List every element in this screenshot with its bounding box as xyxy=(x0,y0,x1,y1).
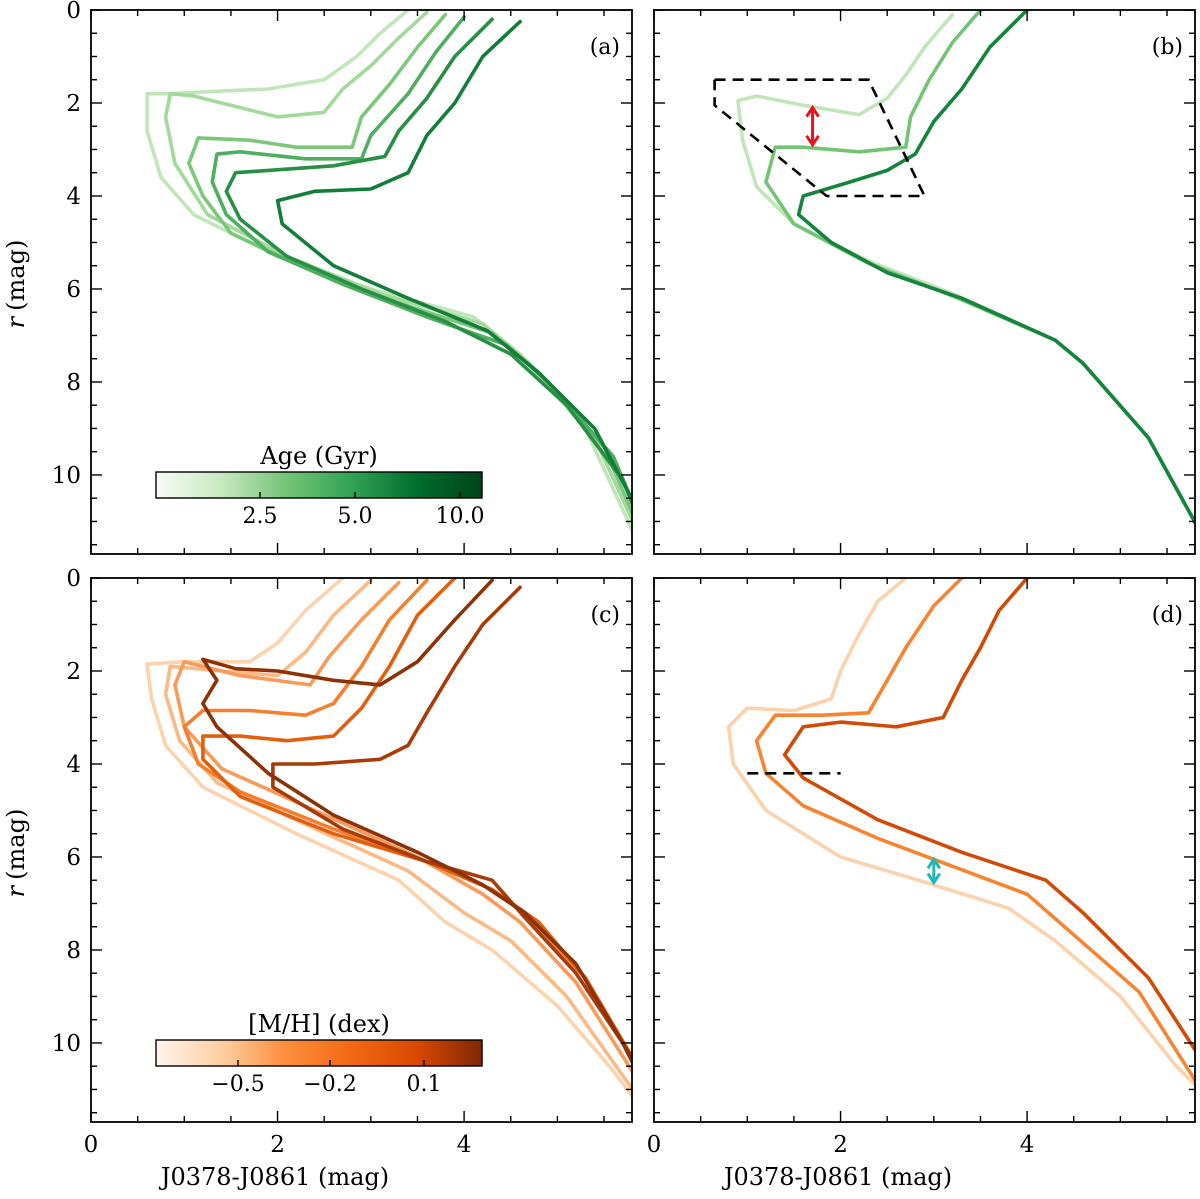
isochrone-line-6 xyxy=(275,19,632,504)
isochrone-line-3 xyxy=(187,12,632,517)
axes-frame xyxy=(653,9,1196,555)
isochrone-line-2 xyxy=(163,578,632,1092)
y-axis-title-unit: (mag) xyxy=(2,240,30,311)
colorbar-tick-label: 10.0 xyxy=(436,504,485,529)
colorbar-title: [M/H] (dex) xyxy=(248,1010,390,1038)
y-tick-label: 4 xyxy=(66,752,81,778)
colorbar-tick-label: 2.5 xyxy=(243,504,278,529)
panel-b: (b) xyxy=(653,9,1196,555)
isochrone-lines xyxy=(736,10,1195,527)
colorbar-tick-label: 0.1 xyxy=(407,1072,442,1097)
double-arrow-head-bottom xyxy=(805,135,820,148)
x-axis-title-right: J0378-J0861 (mag) xyxy=(721,1163,952,1191)
panel-label: (c) xyxy=(591,603,621,628)
panel-label: (d) xyxy=(1152,603,1183,628)
isochrone-line-1 xyxy=(145,578,632,1099)
isochrone-line-5 xyxy=(224,17,632,508)
panel-label: (a) xyxy=(590,35,620,60)
x-tick-label: 0 xyxy=(84,1132,99,1158)
y-tick-label: 6 xyxy=(66,845,81,871)
isochrone-line-1 xyxy=(726,578,1195,1088)
y-tick-label: 4 xyxy=(66,184,81,210)
y-axis-title-bottom: r (mag) xyxy=(2,809,30,898)
y-tick-label: 0 xyxy=(66,0,81,24)
y-tick-label: 10 xyxy=(52,1031,81,1057)
axis-ticks: 0 2 4 6 8 10 xyxy=(52,0,632,554)
isochrone-line-1 xyxy=(145,10,632,535)
colorbar-bar xyxy=(155,471,483,499)
axis-ticks: 0 2 4 xyxy=(647,577,1195,1158)
axes-frame xyxy=(90,577,633,1123)
x-tick-label: 4 xyxy=(457,1132,472,1158)
axis-ticks: 0 2 4 6 8 10 0 2 4 xyxy=(52,566,632,1158)
double-arrow-head-top xyxy=(805,104,820,118)
y-axis-title-text: r (mag) xyxy=(2,240,30,329)
isochrone-line-3 xyxy=(796,10,1195,527)
axes-frame xyxy=(90,9,633,555)
annotations xyxy=(747,772,942,886)
isochrone-line-2 xyxy=(754,578,1195,1085)
annotations xyxy=(713,78,927,198)
colorbar-metallicity: [M/H] (dex) −0.5 −0.2 0.1 xyxy=(155,1010,483,1097)
isochrone-line-1 xyxy=(736,12,1195,527)
isochrone-line-2 xyxy=(163,10,632,525)
x-tick-label: 4 xyxy=(1020,1132,1035,1158)
colorbar-tick-label: −0.2 xyxy=(303,1072,356,1097)
y-axis-title-unit: (mag) xyxy=(2,809,30,880)
y-axis-title-symbol: r xyxy=(2,884,30,897)
isochrone-lines xyxy=(145,10,632,535)
double-arrow-head-top xyxy=(926,856,942,870)
double-arrow-head-bottom xyxy=(926,872,942,886)
panel-d: 0 2 4 (d) xyxy=(647,577,1196,1158)
y-axis-title-symbol: r xyxy=(2,315,30,328)
x-tick-label: 0 xyxy=(647,1132,662,1158)
colorbar-age: Age (Gyr) 2.5 5.0 10.0 xyxy=(155,442,485,529)
y-axis-title-top: r (mag) xyxy=(2,240,30,329)
y-tick-label: 10 xyxy=(52,463,81,489)
y-tick-label: 2 xyxy=(66,91,81,117)
colorbar-title: Age (Gyr) xyxy=(259,442,377,470)
panel-label: (b) xyxy=(1152,35,1183,60)
isochrone-line-7 xyxy=(201,578,632,1066)
colorbar-tick-label: −0.5 xyxy=(211,1072,264,1097)
selection-box xyxy=(713,78,927,198)
isochrone-lines xyxy=(145,578,632,1099)
x-axis-title-left: J0378-J0861 (mag) xyxy=(158,1163,389,1191)
isochrone-line-2 xyxy=(764,10,1195,527)
y-tick-label: 2 xyxy=(66,659,81,685)
y-axis-title-text: r (mag) xyxy=(2,809,30,898)
axes-frame xyxy=(653,577,1196,1123)
y-tick-label: 8 xyxy=(66,938,81,964)
isochrone-lines xyxy=(726,578,1195,1088)
y-tick-label: 0 xyxy=(66,566,81,592)
panel-a: 0 2 4 6 8 10 (a) Age (Gyr) 2.5 5.0 10.0 xyxy=(52,0,633,555)
panel-c: 0 2 4 6 8 10 0 2 4 (c) [M/H] (dex) −0.5 −0.2 0.1 xyxy=(52,566,633,1158)
isochrone-line-3 xyxy=(782,578,1195,1053)
x-tick-label: 2 xyxy=(833,1132,848,1158)
x-tick-label: 2 xyxy=(270,1132,285,1158)
y-tick-label: 6 xyxy=(66,277,81,303)
colorbar-bar xyxy=(155,1039,483,1067)
colorbar-tick-label: 5.0 xyxy=(338,504,373,529)
y-tick-label: 8 xyxy=(66,370,81,396)
